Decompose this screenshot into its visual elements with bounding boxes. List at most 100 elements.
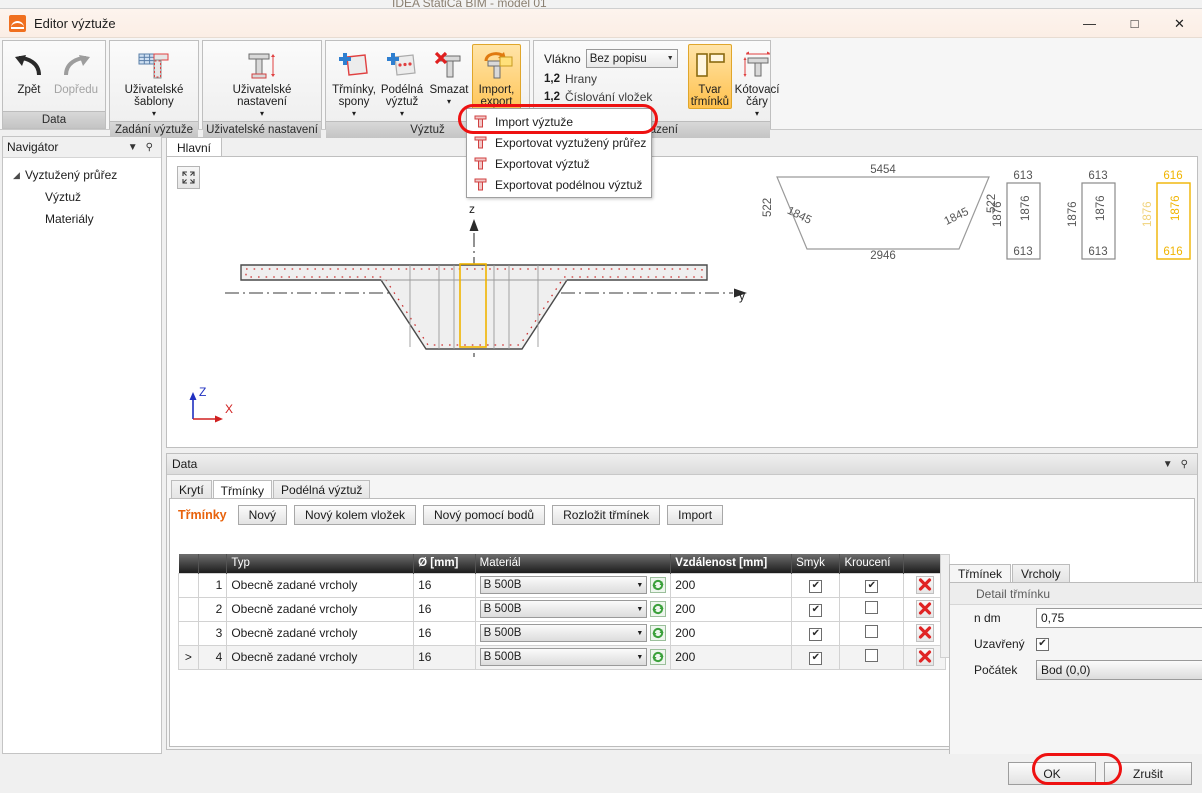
origin-select[interactable]: Bod (0,0) ▼: [1036, 660, 1202, 680]
chevron-down-icon[interactable]: ▾: [351, 109, 356, 118]
row-handle[interactable]: [178, 620, 199, 646]
col-torsion[interactable]: Kroucení: [839, 554, 905, 573]
tab-stirrup-detail[interactable]: Třmínek: [949, 564, 1012, 583]
row-diameter[interactable]: 16: [413, 620, 476, 646]
cancel-button[interactable]: Zrušit: [1104, 762, 1192, 785]
tab-cover[interactable]: Krytí: [171, 480, 212, 499]
row-shear[interactable]: ✔: [791, 572, 841, 598]
material-select[interactable]: B 500B ▼: [479, 648, 648, 666]
delete-red-x-icon[interactable]: [915, 600, 934, 618]
new-by-points-button[interactable]: Nový pomocí bodů: [423, 505, 546, 525]
row-torsion[interactable]: [839, 596, 905, 622]
menu-item-export-reinforced-section[interactable]: Exportovat vyztužený průřez: [467, 132, 651, 153]
row-distance[interactable]: 200: [670, 620, 793, 646]
chevron-down-icon[interactable]: ▾: [755, 109, 760, 118]
row-distance[interactable]: 200: [670, 572, 793, 598]
undo-button[interactable]: Zpět: [7, 44, 51, 97]
sidebar-item-reinforced-section[interactable]: ◢ Vyztužený průřez: [7, 164, 157, 186]
row-distance[interactable]: 200: [670, 644, 793, 670]
row-material-cell[interactable]: B 500B ▼: [474, 644, 672, 670]
menu-item-export-longitudinal-reinforcement[interactable]: Exportovat podélnou výztuž: [467, 174, 651, 195]
n-dm-input[interactable]: 0,75: [1036, 608, 1202, 628]
minimize-button[interactable]: —: [1083, 16, 1096, 31]
fiber-select[interactable]: Bez popisu ▼: [585, 49, 678, 68]
shear-checkbox[interactable]: ✔: [809, 651, 823, 665]
pin-icon[interactable]: ⚲: [145, 141, 153, 153]
pin-icon[interactable]: ⚲: [1180, 458, 1188, 470]
delete-red-x-icon[interactable]: [915, 576, 934, 594]
material-select[interactable]: B 500B ▼: [479, 576, 648, 594]
sidebar-item-materials[interactable]: Materiály: [7, 208, 157, 230]
numbering-option-row[interactable]: 1,2 Číslování vložek: [544, 90, 678, 104]
ok-button[interactable]: OK: [1008, 762, 1096, 785]
dimension-lines-button[interactable]: Kótovací čáry ▾: [732, 44, 782, 121]
col-distance[interactable]: Vzdálenost [mm]: [670, 554, 793, 573]
edges-option-row[interactable]: 1,2 Hrany: [544, 72, 678, 86]
row-diameter[interactable]: 16: [413, 644, 476, 670]
row-delete[interactable]: [903, 620, 946, 646]
menu-item-export-reinforcement[interactable]: Exportovat výztuž: [467, 153, 651, 174]
col-shear[interactable]: Smyk: [791, 554, 841, 573]
row-material-cell[interactable]: B 500B ▼: [474, 620, 672, 646]
user-settings-button[interactable]: Uživatelské nastavení ▾: [218, 44, 306, 121]
row-handle[interactable]: >: [178, 644, 199, 670]
col-material[interactable]: Materiál: [475, 554, 672, 573]
fit-to-view-icon[interactable]: [177, 166, 200, 189]
menu-item-import-reinforcement[interactable]: Import výztuže: [467, 111, 651, 132]
row-material-cell[interactable]: B 500B ▼: [474, 596, 672, 622]
row-type[interactable]: Obecně zadané vrcholy: [226, 596, 415, 622]
shear-checkbox[interactable]: ✔: [809, 579, 823, 593]
row-shear[interactable]: ✔: [791, 620, 841, 646]
shear-checkbox[interactable]: ✔: [809, 627, 823, 641]
row-torsion[interactable]: ✔: [839, 572, 905, 598]
row-material-cell[interactable]: B 500B ▼: [474, 572, 672, 598]
tab-main[interactable]: Hlavní: [166, 137, 223, 157]
row-torsion[interactable]: [839, 620, 905, 646]
material-select[interactable]: B 500B ▼: [479, 624, 648, 642]
refresh-green-icon[interactable]: [650, 577, 667, 593]
new-button[interactable]: Nový: [237, 505, 287, 525]
col-type[interactable]: Typ: [226, 554, 415, 573]
row-shear[interactable]: ✔: [791, 596, 841, 622]
row-type[interactable]: Obecně zadané vrcholy: [226, 572, 415, 598]
refresh-green-icon[interactable]: [650, 625, 667, 641]
torsion-checkbox[interactable]: [865, 625, 879, 638]
user-templates-button[interactable]: Uživatelské šablony ▾: [114, 44, 194, 121]
torsion-checkbox[interactable]: [865, 601, 879, 614]
table-row[interactable]: 3 Obecně zadané vrcholy 16 B 500B ▼: [178, 620, 946, 646]
torsion-checkbox[interactable]: [865, 649, 879, 662]
col-diameter[interactable]: Ø [mm]: [413, 554, 476, 573]
table-row[interactable]: > 4 Obecně zadané vrcholy 16 B 500B ▼: [178, 644, 946, 670]
chevron-down-icon[interactable]: ▾: [446, 97, 451, 106]
stirrup-shape-button[interactable]: Tvar třmínků: [687, 44, 733, 109]
tab-longitudinal-reinforcement[interactable]: Podélná výztuž: [273, 480, 371, 499]
section-viewport[interactable]: z y 5454 2946 522: [166, 156, 1198, 448]
distribute-stirrup-button[interactable]: Rozložit třmínek: [552, 505, 661, 525]
row-type[interactable]: Obecně zadané vrcholy: [226, 644, 415, 670]
chevron-down-icon[interactable]: ▾: [151, 109, 156, 118]
row-diameter[interactable]: 16: [413, 596, 476, 622]
table-row[interactable]: 2 Obecně zadané vrcholy 16 B 500B ▼: [178, 596, 946, 622]
refresh-green-icon[interactable]: [650, 601, 667, 617]
row-distance[interactable]: 200: [670, 596, 793, 622]
sidebar-item-reinforcement[interactable]: Výztuž: [7, 186, 157, 208]
row-type[interactable]: Obecně zadané vrcholy: [226, 620, 415, 646]
row-handle[interactable]: [178, 572, 199, 598]
torsion-checkbox[interactable]: ✔: [865, 579, 879, 593]
close-button[interactable]: ✕: [1174, 15, 1185, 31]
maximize-button[interactable]: □: [1130, 16, 1139, 31]
table-row[interactable]: 1 Obecně zadané vrcholy 16 B 500B ▼: [178, 572, 946, 598]
chevron-down-icon[interactable]: ▼: [127, 141, 138, 153]
redo-button[interactable]: Dopředu: [51, 44, 101, 97]
row-handle[interactable]: [178, 596, 199, 622]
row-shear[interactable]: ✔: [791, 644, 841, 670]
closed-checkbox[interactable]: ✔: [1036, 637, 1049, 651]
chevron-down-icon[interactable]: ▼: [1162, 458, 1173, 470]
shear-checkbox[interactable]: ✔: [809, 603, 823, 617]
chevron-down-icon[interactable]: ▾: [399, 109, 404, 118]
delete-red-x-icon[interactable]: [915, 648, 934, 666]
delete-red-x-icon[interactable]: [915, 624, 934, 642]
tab-vertices[interactable]: Vrcholy: [1012, 564, 1070, 582]
refresh-green-icon[interactable]: [650, 649, 667, 665]
row-torsion[interactable]: [839, 644, 905, 670]
